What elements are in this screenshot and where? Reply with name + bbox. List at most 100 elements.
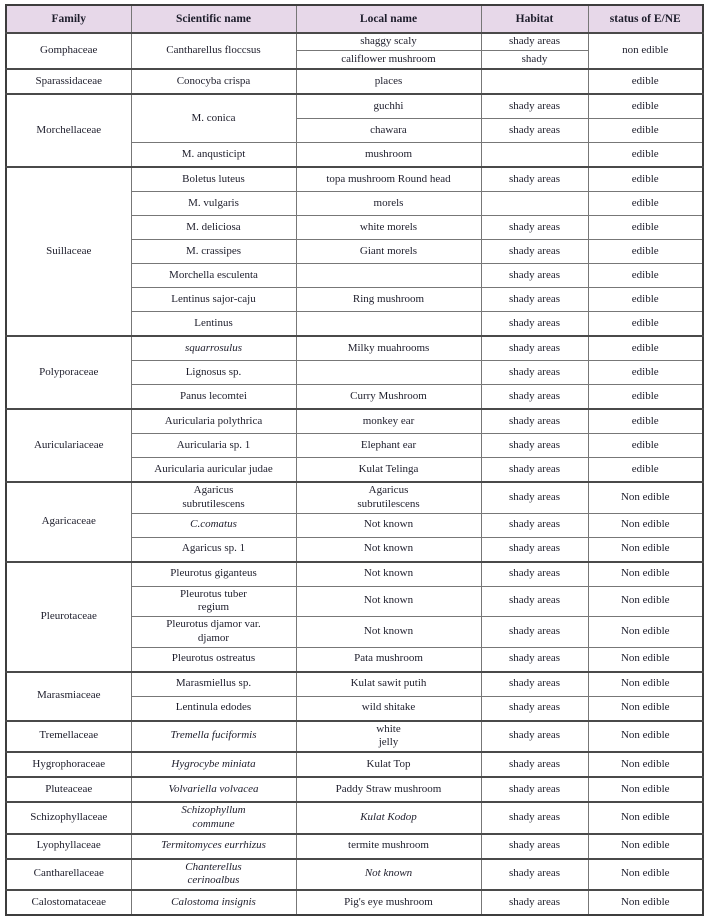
cell-status: edible [587,239,704,264]
cell-family: Pluteaceae [5,776,132,803]
cell-scientific-name: Conocyba crispa [130,68,297,95]
cell-habitat: shady areas [480,801,589,834]
cell-status: edible [587,287,704,312]
cell-habitat: shady areas [480,433,589,458]
cell-habitat: shady areas [480,32,589,51]
cell-status: Non edible [587,512,704,538]
cell-status: Non edible [587,776,704,803]
table-row: Morchellaceae M. conica guchhi shady areas e… [5,93,704,168]
cell-habitat: shady areas [480,585,589,617]
cell-scientific-name: Auricularia auricular judae [130,457,297,483]
cell-status: non edible [587,32,704,70]
table-row: C.comatus Not known shady areas Non edible [6,512,704,538]
table-row: Lentinus sajor-caju Ring mushroom shady ar… [6,287,704,312]
cell-status: edible [587,408,704,434]
cell-family: Schizophyllaceae [5,801,132,834]
cell-habitat: shady areas [480,695,589,721]
cell-scientific-name: Volvariella volvacea [130,776,297,803]
table-row: Polyporaceae squarrosulus Milky muahrooms s… [5,335,704,410]
cell-status: edible [587,93,704,119]
cell-scientific-name: M. vulgaris [130,191,297,216]
table-row: Cantharellaceae Chanterellus cerinoalbus No… [5,857,704,891]
cell-local-name: morels [295,191,482,216]
table-row: Sparassidaceae Conocyba crispa places edibl… [5,68,704,95]
cell-scientific-name: M. deliciosa [130,215,297,240]
cell-scientific-name: Boletus luteus [130,166,297,192]
cell-scientific-name: Panus lecomtei [130,384,297,410]
table-row: Hygrophoraceae Hygrocybe miniata Kulat Top… [5,751,704,778]
cell-scientific-name: Cantharellus floccsus [130,32,297,70]
cell-status: Non edible [587,560,704,587]
cell-habitat: shady areas [480,512,589,538]
table-row: Lignosus sp. shady areas edible [6,360,704,385]
cell-status: edible [587,191,704,216]
table-row: Agaricus sp. 1 Not known shady areas Non ed… [6,536,704,562]
cell-status: edible [587,142,704,168]
cell-scientific-name: Lignosus sp. [130,360,297,385]
cell-habitat: shady areas [480,889,589,916]
cell-status: Non edible [587,585,704,617]
cell-habitat: shady areas [480,287,589,312]
table-row: chawara shady areas edible [6,118,704,143]
cell-scientific-name: Tremella fuciformis [130,719,297,753]
cell-habitat [480,191,589,216]
cell-status: Non edible [587,751,704,778]
cell-status: Non edible [587,889,704,916]
cell-habitat: shady areas [480,263,589,288]
cell-local-name [295,360,482,385]
cell-habitat: shady areas [480,670,589,697]
cell-scientific-name: Termitomyces eurrhizus [130,832,297,859]
table-row: Agaricaceae Agaricus subrutilescens Agaricu… [5,481,704,562]
cell-family: Cantharellaceae [5,857,132,891]
cell-status: Non edible [587,536,704,562]
cell-status: edible [587,166,704,192]
cell-status: edible [587,457,704,483]
cell-local-name: califlower mushroom [295,50,482,70]
cell-local-name: wild shitake [295,695,482,721]
cell-scientific-name: Agaricus subrutilescens [130,481,297,514]
cell-habitat: shady areas [480,481,589,514]
cell-scientific-name: Pleurotus djamor var. djamor [130,616,297,648]
mushroom-edibility-table: Family Scientific name Local name Habitat st… [5,4,704,916]
cell-status: Non edible [587,832,704,859]
cell-scientific-name: Pleurotus ostreatus [130,646,297,672]
cell-local-name: topa mushroom Round head [295,166,482,192]
cell-local-name: Kulat Top [295,751,482,778]
cell-local-name: Curry Mushroom [295,384,482,410]
cell-habitat: shady areas [480,408,589,434]
cell-status: Non edible [587,719,704,753]
table-row: Morchella esculenta shady areas edible [6,263,704,288]
cell-status: edible [587,263,704,288]
cell-local-name: Kulat sawit putih [295,670,482,697]
cell-habitat [480,68,589,95]
cell-scientific-name: Chanterellus cerinoalbus [130,857,297,891]
table-row: Auricularia sp. 1 Elephant ear shady areas… [6,433,704,458]
cell-family: Polyporaceae [5,335,132,410]
cell-status: edible [587,384,704,410]
cell-status: edible [587,215,704,240]
cell-local-name: Not known [295,857,482,891]
cell-status: edible [587,433,704,458]
cell-scientific-name: Lentinus sajor-caju [130,287,297,312]
table-row: Lyophyllaceae Termitomyces eurrhizus termi… [5,832,704,859]
cell-local-name: places [295,68,482,95]
table-row: M. anqusticipt mushroom edible [6,142,704,168]
cell-local-name: guchhi [295,93,482,119]
cell-local-name: Elephant ear [295,433,482,458]
cell-status: Non edible [587,481,704,514]
table-body: Gomphaceae Cantharellus floccsus shaggy sc… [5,32,704,916]
cell-habitat: shady areas [480,335,589,361]
cell-scientific-name: Hygrocybe miniata [130,751,297,778]
cell-local-name: white jelly [295,719,482,753]
cell-status: Non edible [587,646,704,672]
cell-scientific-name: Auricularia sp. 1 [130,433,297,458]
cell-habitat: shady areas [480,832,589,859]
cell-habitat: shady areas [480,776,589,803]
cell-scientific-name: Marasmiellus sp. [130,670,297,697]
table-row: Pleurotaceae Pleurotus giganteus Not known… [5,560,704,672]
cell-family: Pleurotaceae [5,560,132,672]
cell-local-name: Kulat Kodop [295,801,482,834]
cell-status: edible [587,360,704,385]
cell-local-name: mushroom [295,142,482,168]
